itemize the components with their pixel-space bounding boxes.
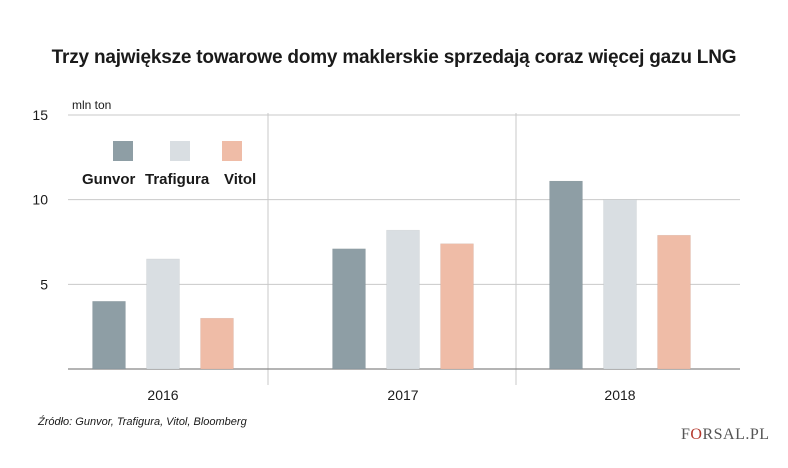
bar-trafigura-2017 (386, 229, 420, 370)
y-axis-ticks: 5 10 15 (32, 107, 48, 292)
x-axis-ticks: 2016 2017 2018 (147, 387, 635, 403)
legend-label-vitol: Vitol (224, 171, 256, 188)
y-tick-label: 15 (32, 107, 48, 123)
legend-swatch-vitol (222, 141, 242, 161)
bar-gunvor-2016 (92, 301, 126, 370)
legend-label-trafigura: Trafigura (145, 171, 210, 188)
bar-gunvor-2018 (549, 180, 583, 370)
y-tick-label: 10 (32, 192, 48, 208)
bar-vitol-2017 (440, 243, 474, 370)
y-axis-unit-label: mln ton (72, 98, 112, 112)
legend-label-gunvor: Gunvor (82, 171, 135, 188)
y-tick-label: 5 (40, 276, 48, 292)
bar-vitol-2016 (200, 317, 234, 370)
source-note: Źródło: Gunvor, Trafigura, Vitol, Bloomb… (38, 416, 247, 428)
x-tick-label: 2017 (387, 387, 418, 403)
bar-trafigura-2018 (603, 199, 637, 370)
chart-title: Trzy największe towarowe domy maklerskie… (51, 47, 737, 68)
bar-gunvor-2017 (332, 248, 366, 370)
bar-trafigura-2016 (146, 258, 180, 370)
x-tick-label: 2016 (147, 387, 178, 403)
legend-swatch-trafigura (170, 141, 190, 161)
bars (92, 180, 691, 370)
bar-vitol-2018 (657, 234, 691, 370)
legend-swatch-gunvor (113, 141, 133, 161)
legend: Gunvor Trafigura Vitol (82, 141, 256, 188)
forsal-logo: FORSAL.PL (681, 426, 770, 443)
x-tick-label: 2018 (604, 387, 635, 403)
